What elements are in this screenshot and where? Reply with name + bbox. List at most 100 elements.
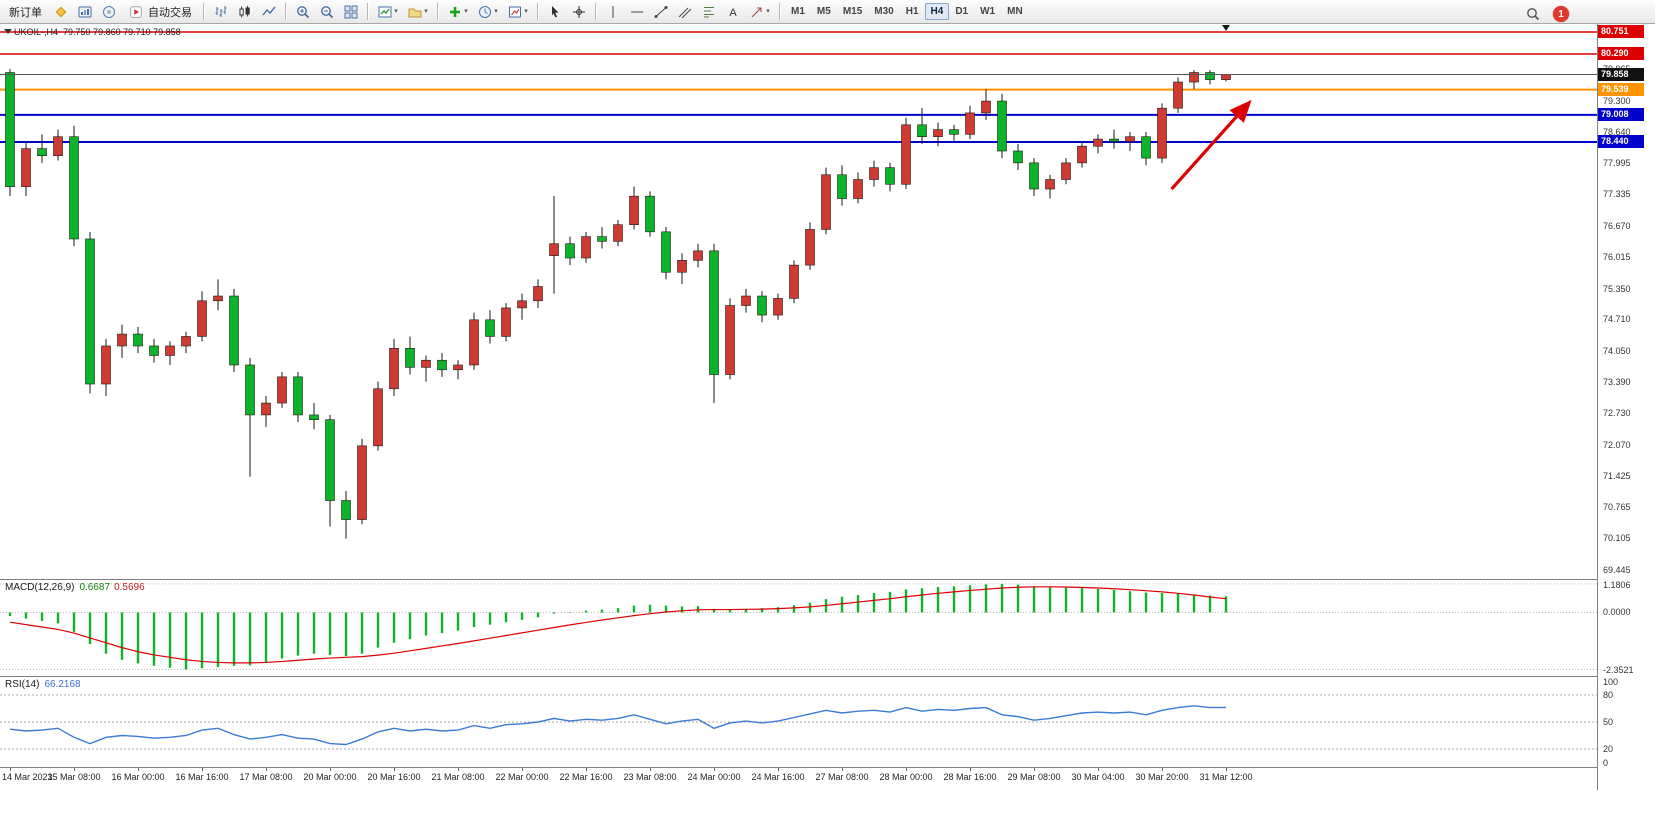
time-tick — [138, 768, 139, 771]
candle — [1029, 162, 1039, 190]
timeframe-button-m1[interactable]: M1 — [785, 3, 811, 20]
candle — [197, 300, 207, 337]
panel-splitter[interactable] — [0, 767, 1655, 768]
candle — [949, 129, 959, 135]
price-tick-label: 71.425 — [1603, 470, 1631, 481]
tile-windows-icon[interactable] — [339, 1, 362, 23]
toolbar-separator — [779, 3, 780, 20]
candle — [613, 224, 623, 242]
candle — [1125, 136, 1135, 142]
time-axis-label: 22 Mar 00:00 — [495, 772, 549, 782]
candle — [869, 167, 879, 180]
bars-chart-icon[interactable] — [209, 1, 232, 23]
time-axis-label: 28 Mar 16:00 — [943, 772, 997, 782]
macd-indicator-label: MACD(12,26,9) 0.6687 0.5696 — [5, 582, 145, 593]
panel-splitter[interactable] — [0, 579, 1655, 580]
time-axis-label: 27 Mar 08:00 — [815, 772, 869, 782]
panel-splitter[interactable] — [0, 676, 1655, 677]
indicators-add-button[interactable]: ▾ — [443, 1, 472, 23]
candle — [549, 243, 559, 256]
price-tick-label: 69.445 — [1603, 564, 1631, 575]
cursor-button[interactable] — [543, 1, 566, 23]
candle — [133, 333, 143, 347]
time-axis[interactable]: 14 Mar 2023 15 Mar 08:00 16 Mar 00:00 16 Ma… — [0, 768, 1597, 790]
zoom-in-icon[interactable] — [291, 1, 314, 23]
macd-scale-label: 1.1806 — [1603, 580, 1631, 590]
price-line-badge: 79.008 — [1598, 107, 1644, 121]
text-tool[interactable]: A — [721, 1, 744, 23]
time-axis-label: 30 Mar 04:00 — [1071, 772, 1125, 782]
channel-tool[interactable] — [673, 1, 696, 23]
notification-badge[interactable]: 1 — [1553, 6, 1569, 22]
one-click-trading-toggle[interactable] — [4, 29, 12, 34]
metaeditor-icon[interactable] — [49, 1, 72, 23]
line-chart-icon[interactable] — [257, 1, 280, 23]
toolbar-right-group: 1 — [1521, 3, 1569, 25]
crosshair-button[interactable] — [567, 1, 590, 23]
templates-button[interactable]: ▾ — [503, 1, 532, 23]
candle — [85, 238, 95, 385]
search-icon[interactable] — [1521, 3, 1544, 25]
timeframe-button-d1[interactable]: D1 — [949, 3, 974, 20]
candles-chart-icon[interactable] — [233, 1, 256, 23]
timeframe-button-h4[interactable]: H4 — [924, 3, 950, 20]
price-axis[interactable]: 79.96579.30078.64077.99577.33576.67076.0… — [1598, 0, 1655, 790]
periods-clock-button[interactable]: ▾ — [473, 1, 502, 23]
candle — [741, 295, 751, 306]
chart-ohlc-values: 79.750 79.860 79.710 79.858 — [63, 27, 181, 37]
rsi-indicator-canvas[interactable] — [0, 677, 1597, 767]
toolbar-separator — [537, 3, 538, 20]
time-axis-label: 16 Mar 00:00 — [111, 772, 165, 782]
timeframe-button-m15[interactable]: M15 — [837, 3, 868, 20]
time-tick — [394, 768, 395, 771]
candle — [437, 359, 447, 371]
timeframe-button-mn[interactable]: MN — [1001, 3, 1029, 20]
trendline-tool[interactable] — [649, 1, 672, 23]
horizontal-line-tool[interactable] — [625, 1, 648, 23]
timeframe-button-w1[interactable]: W1 — [974, 3, 1001, 20]
chart-shift-marker[interactable] — [1222, 25, 1230, 31]
terminal-panel-icon[interactable] — [73, 1, 96, 23]
candle — [1173, 81, 1183, 109]
time-tick — [650, 768, 651, 771]
price-chart-canvas[interactable] — [0, 24, 1597, 579]
time-axis-label: 15 Mar 08:00 — [47, 772, 101, 782]
autotrading-button[interactable]: 自动交易 — [121, 0, 198, 26]
candle — [389, 348, 399, 390]
candle — [293, 376, 303, 416]
autotrading-icon — [127, 1, 145, 23]
candle — [325, 419, 335, 501]
chevron-down-icon: ▾ — [766, 8, 770, 15]
profiles-button[interactable]: ▾ — [403, 1, 432, 23]
macd-indicator-canvas[interactable] — [0, 580, 1597, 676]
timeframe-button-m30[interactable]: M30 — [868, 3, 899, 20]
toolbar-separator — [367, 3, 368, 20]
price-tick-label: 73.390 — [1603, 377, 1631, 388]
price-tick-label: 70.105 — [1603, 533, 1631, 544]
time-tick — [778, 768, 779, 771]
time-tick — [906, 768, 907, 771]
new-order-button[interactable]: 新订单 — [3, 1, 48, 23]
candle — [661, 231, 671, 273]
arrow-objects-tool[interactable]: ▾ — [745, 1, 774, 23]
strategy-tester-icon[interactable] — [97, 1, 120, 23]
candle — [533, 286, 543, 302]
candle — [53, 136, 63, 157]
toolbar-separator — [595, 3, 596, 20]
candle — [901, 124, 911, 185]
time-axis-label: 30 Mar 20:00 — [1135, 772, 1189, 782]
price-tick-label: 72.730 — [1603, 408, 1631, 419]
vertical-line-tool[interactable] — [601, 1, 624, 23]
annotation-arrow[interactable] — [1170, 99, 1252, 191]
price-tick-label: 79.300 — [1603, 96, 1631, 107]
candle — [917, 124, 927, 138]
zoom-out-icon[interactable] — [315, 1, 338, 23]
candle — [213, 295, 223, 302]
macd-signal-value: 0.5696 — [114, 582, 145, 593]
candle — [309, 414, 319, 420]
new-chart-button[interactable]: ▾ — [373, 1, 402, 23]
timeframe-button-h1[interactable]: H1 — [900, 3, 925, 20]
fibonacci-tool[interactable] — [697, 1, 720, 23]
timeframe-button-m5[interactable]: M5 — [811, 3, 837, 20]
